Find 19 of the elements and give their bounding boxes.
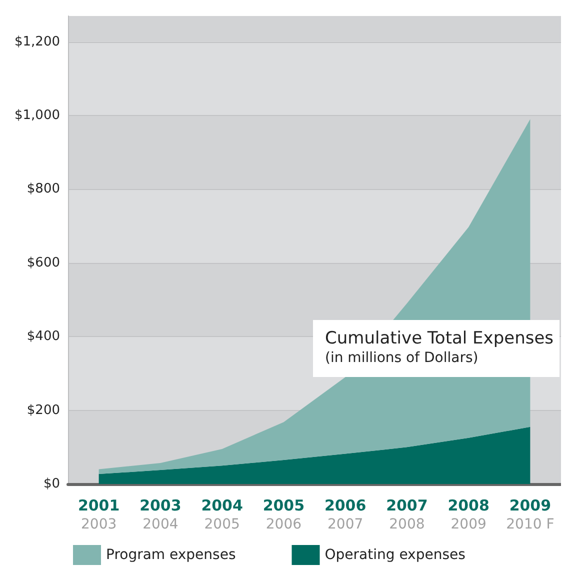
text: (in millions of Dollars) <box>325 350 478 366</box>
y-tick-label: $1,200 <box>14 34 60 50</box>
legend-label: Operating expenses <box>324 547 466 563</box>
x-tick-label: 2009 2010 F <box>506 496 554 532</box>
x-tick-label: 2001 2003 <box>78 496 120 532</box>
x-tick-label: 2006 2007 <box>324 496 366 532</box>
x-tick-label: 2005 2006 <box>262 496 305 532</box>
y-tick-label: $1,000 <box>14 108 60 123</box>
y-tick-label: $0 <box>43 476 60 492</box>
text: Cumulative Total Expenses <box>325 328 554 348</box>
y-tick-label: $200 <box>26 402 60 418</box>
x-tick-label: 2008 2009 <box>448 496 490 532</box>
x-tick-label: 2007 2008 <box>386 496 428 532</box>
y-tick-label: $600 <box>26 255 60 270</box>
y-tick-label: $400 <box>26 329 60 344</box>
x-tick-label: 2003 2004 <box>140 496 182 532</box>
legend-label: Program expenses <box>106 547 236 563</box>
x-tick-label: 2004 2005 <box>201 496 243 532</box>
y-tick-label: $800 <box>26 182 60 197</box>
